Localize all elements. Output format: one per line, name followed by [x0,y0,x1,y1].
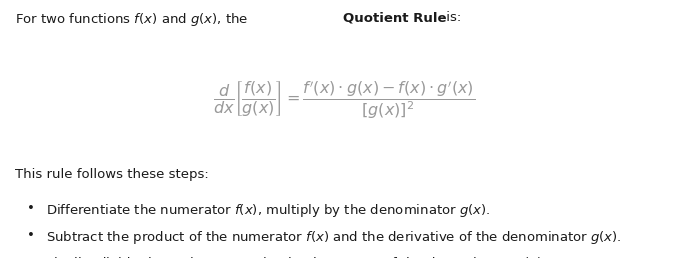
Text: Quotient Rule: Quotient Rule [343,11,446,25]
Text: For two functions $f(x)$ and $g(x)$, the: For two functions $f(x)$ and $g(x)$, the [15,11,249,28]
Text: Finally, divide the entire expression by the square of the denominator $g(x)$.: Finally, divide the entire expression by… [46,255,547,258]
Text: Subtract the product of the numerator $f(x)$ and the derivative of the denominat: Subtract the product of the numerator $f… [46,229,622,246]
Text: This rule follows these steps:: This rule follows these steps: [15,168,208,181]
Text: Differentiate the numerator $f(x)$, multiply by the denominator $g(x)$.: Differentiate the numerator $f(x)$, mult… [46,202,491,219]
Text: •: • [27,202,35,215]
Text: is:: is: [442,11,462,25]
Text: •: • [27,229,35,242]
Text: $\dfrac{d}{dx}\left[\dfrac{f(x)}{g(x)}\right] = \dfrac{f'(x)\cdot g(x) - f(x)\cd: $\dfrac{d}{dx}\left[\dfrac{f(x)}{g(x)}\r… [213,78,475,122]
Text: •: • [27,255,35,258]
